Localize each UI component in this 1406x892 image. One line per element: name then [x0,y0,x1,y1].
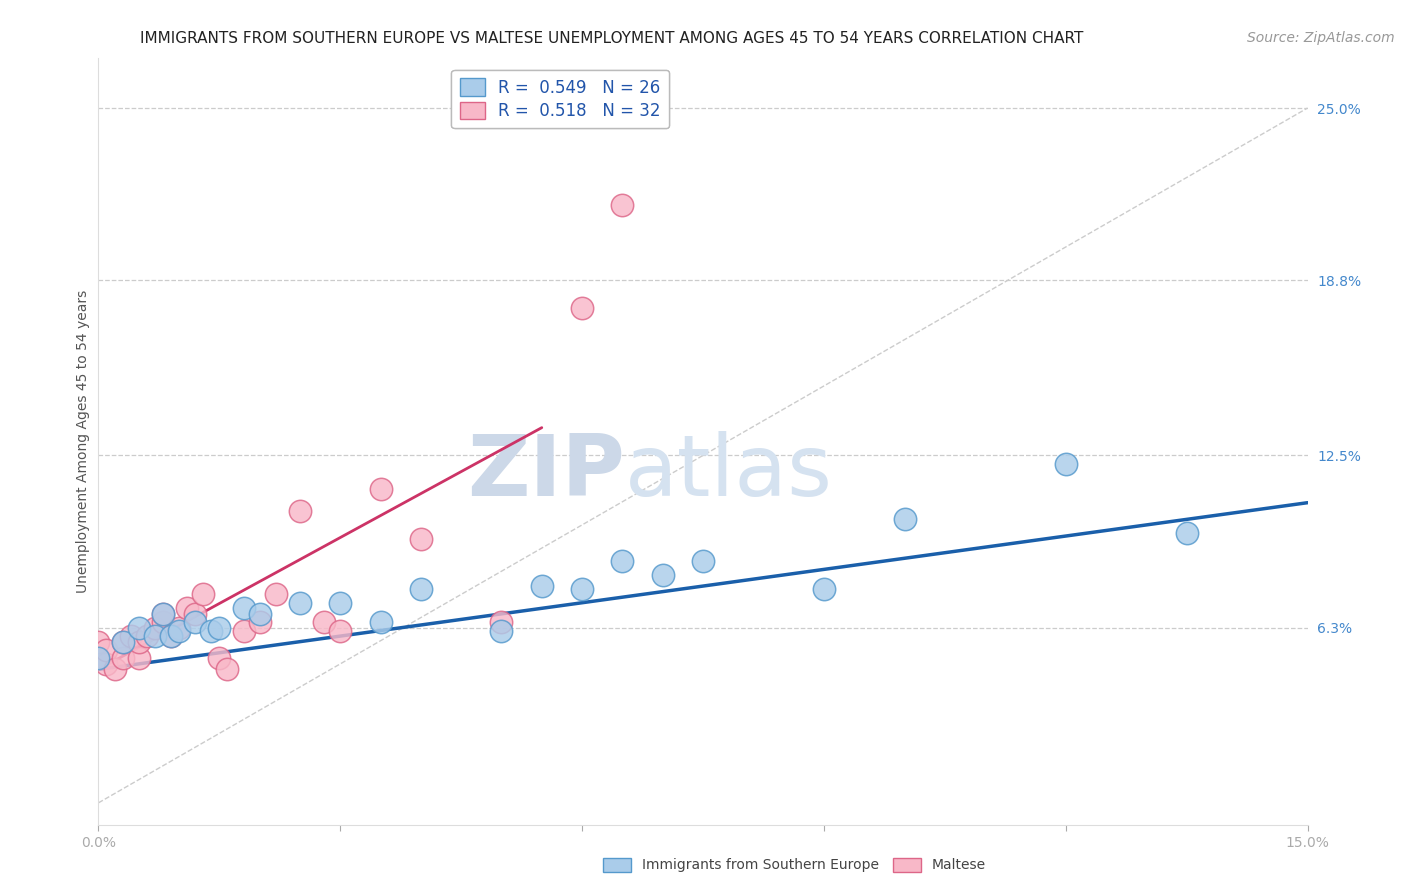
Point [1054,457,1077,471]
Point [152,615,174,630]
Point [692,554,714,568]
Point [217,663,239,677]
Point [111,634,134,648]
Point [288,596,311,610]
Point [103,663,125,677]
Point [329,596,352,610]
Point [370,615,392,630]
Point [87,634,110,648]
Point [370,482,392,496]
Point [329,624,352,638]
Point [96,657,118,671]
Point [96,643,118,657]
Point [249,615,271,630]
Text: IMMIGRANTS FROM SOUTHERN EUROPE VS MALTESE UNEMPLOYMENT AMONG AGES 45 TO 54 YEAR: IMMIGRANTS FROM SOUTHERN EUROPE VS MALTE… [141,31,1083,46]
Point [208,621,231,635]
Y-axis label: Unemployment Among Ages 45 to 54 years: Unemployment Among Ages 45 to 54 years [76,290,90,593]
Point [184,615,207,630]
Point [232,624,254,638]
Point [409,532,432,546]
Point [813,582,835,596]
Legend: R =  0.549   N = 26, R =  0.518   N = 32: R = 0.549 N = 26, R = 0.518 N = 32 [451,70,669,128]
Point [612,198,634,212]
Point [87,651,110,665]
Point [232,601,254,615]
Point [167,624,190,638]
Point [409,582,432,596]
Text: ZIP: ZIP [467,431,624,514]
Point [128,621,150,635]
Point [143,621,166,635]
Text: atlas: atlas [624,431,832,514]
Point [491,615,513,630]
Point [288,504,311,518]
Point [111,651,134,665]
Point [208,651,231,665]
Point [893,512,915,526]
Point [612,554,634,568]
Point [249,607,271,621]
Text: Source: ZipAtlas.com: Source: ZipAtlas.com [1247,31,1395,45]
Point [1175,526,1198,541]
Point [176,601,198,615]
Point [111,634,134,648]
Point [264,587,287,601]
Point [135,629,157,643]
Point [152,607,174,621]
Point [571,301,593,315]
Point [491,624,513,638]
Point [200,624,222,638]
Point [87,651,110,665]
Point [128,651,150,665]
Point [152,607,174,621]
Point [530,579,553,593]
Point [160,629,183,643]
Point [143,629,166,643]
Point [167,621,190,635]
Point [193,587,215,601]
Point [184,607,207,621]
Point [120,629,142,643]
Point [571,582,593,596]
Legend: Immigrants from Southern Europe, Maltese: Immigrants from Southern Europe, Maltese [598,852,991,878]
Point [314,615,336,630]
Point [651,568,673,582]
Point [128,634,150,648]
Point [160,629,183,643]
